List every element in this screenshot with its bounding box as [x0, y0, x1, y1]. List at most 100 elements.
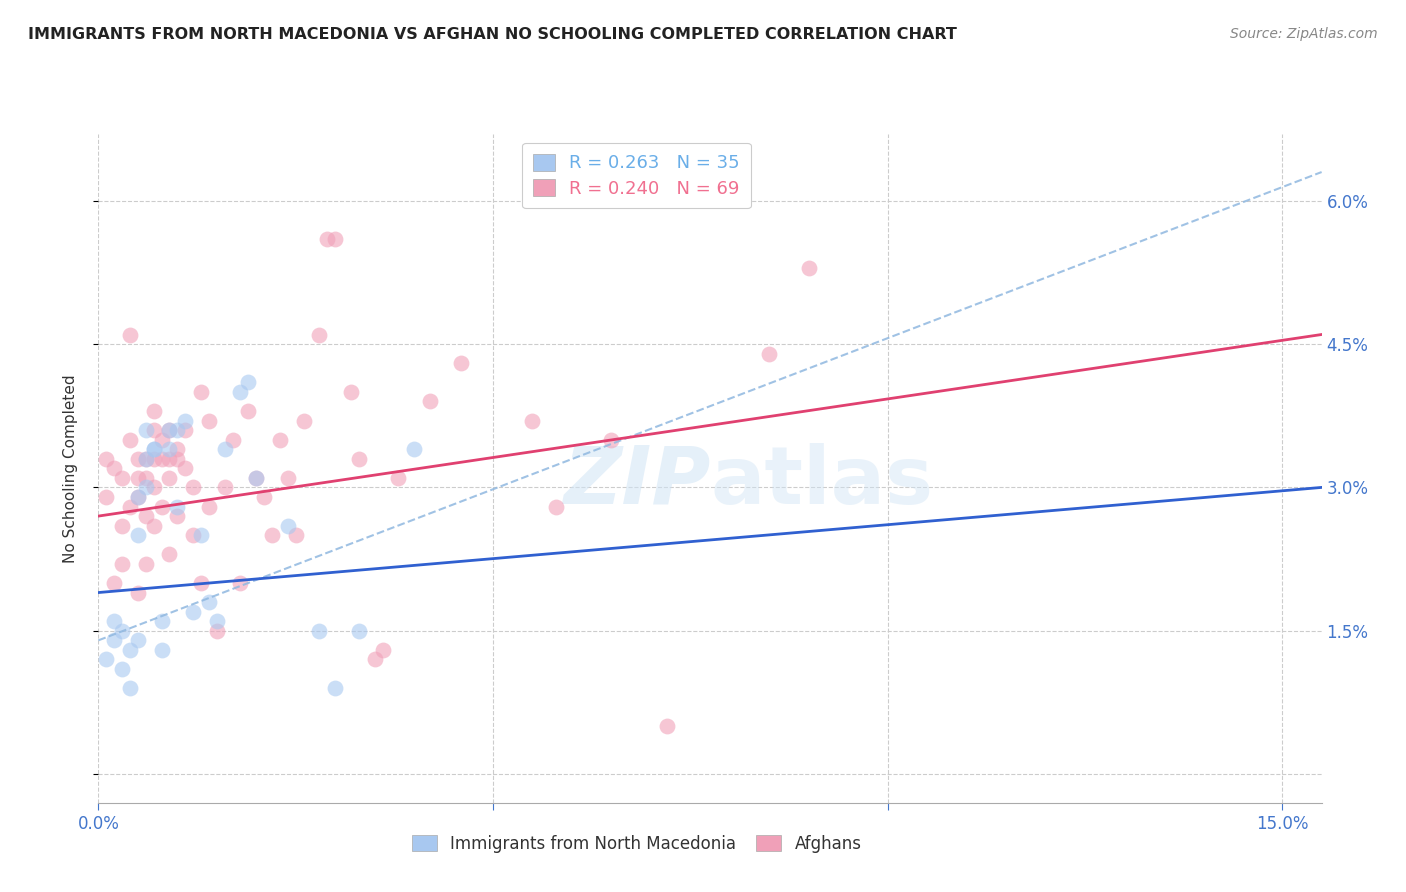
- Point: [174, 461, 197, 475]
- Point: [253, 490, 276, 504]
- Point: [323, 681, 346, 695]
- Point: [103, 576, 125, 591]
- Point: [323, 232, 346, 246]
- Point: [135, 480, 157, 494]
- Point: [363, 652, 385, 666]
- Point: [269, 433, 291, 447]
- Point: [103, 461, 125, 475]
- Point: [135, 557, 157, 571]
- Point: [198, 595, 221, 609]
- Point: [127, 585, 149, 599]
- Point: [103, 633, 125, 648]
- Point: [190, 576, 212, 591]
- Point: [111, 518, 134, 533]
- Point: [142, 480, 165, 494]
- Point: [159, 423, 181, 437]
- Point: [96, 490, 118, 504]
- Point: [387, 471, 409, 485]
- Point: [142, 442, 165, 457]
- Point: [166, 442, 188, 457]
- Point: [347, 624, 370, 638]
- Point: [118, 643, 141, 657]
- Point: [118, 500, 141, 514]
- Point: [340, 384, 363, 399]
- Point: [277, 518, 299, 533]
- Point: [159, 471, 181, 485]
- Point: [142, 451, 165, 466]
- Point: [135, 451, 157, 466]
- Point: [600, 433, 623, 447]
- Point: [419, 394, 441, 409]
- Point: [150, 451, 173, 466]
- Point: [166, 509, 188, 524]
- Point: [142, 442, 165, 457]
- Point: [260, 528, 283, 542]
- Point: [214, 442, 236, 457]
- Point: [797, 260, 820, 275]
- Point: [205, 624, 228, 638]
- Text: Source: ZipAtlas.com: Source: ZipAtlas.com: [1230, 27, 1378, 41]
- Point: [96, 652, 118, 666]
- Point: [214, 480, 236, 494]
- Point: [127, 490, 149, 504]
- Legend: Immigrants from North Macedonia, Afghans: Immigrants from North Macedonia, Afghans: [404, 827, 870, 862]
- Point: [111, 624, 134, 638]
- Point: [135, 423, 157, 437]
- Point: [277, 471, 299, 485]
- Point: [190, 384, 212, 399]
- Text: ZIP: ZIP: [562, 442, 710, 521]
- Point: [245, 471, 267, 485]
- Point: [135, 451, 157, 466]
- Point: [150, 643, 173, 657]
- Point: [96, 451, 118, 466]
- Point: [181, 480, 204, 494]
- Point: [142, 404, 165, 418]
- Point: [238, 404, 260, 418]
- Point: [111, 662, 134, 676]
- Point: [174, 423, 197, 437]
- Point: [308, 624, 330, 638]
- Point: [284, 528, 307, 542]
- Point: [245, 471, 267, 485]
- Point: [159, 442, 181, 457]
- Point: [522, 413, 544, 427]
- Point: [150, 433, 173, 447]
- Point: [159, 547, 181, 561]
- Point: [166, 423, 188, 437]
- Point: [546, 500, 568, 514]
- Point: [111, 557, 134, 571]
- Point: [135, 509, 157, 524]
- Point: [181, 528, 204, 542]
- Point: [159, 423, 181, 437]
- Point: [404, 442, 426, 457]
- Point: [308, 327, 330, 342]
- Text: atlas: atlas: [710, 442, 934, 521]
- Point: [111, 471, 134, 485]
- Point: [238, 376, 260, 390]
- Point: [198, 500, 221, 514]
- Point: [174, 413, 197, 427]
- Point: [127, 490, 149, 504]
- Point: [127, 451, 149, 466]
- Y-axis label: No Schooling Completed: No Schooling Completed: [63, 374, 77, 563]
- Point: [181, 605, 204, 619]
- Text: IMMIGRANTS FROM NORTH MACEDONIA VS AFGHAN NO SCHOOLING COMPLETED CORRELATION CHA: IMMIGRANTS FROM NORTH MACEDONIA VS AFGHA…: [28, 27, 957, 42]
- Point: [135, 471, 157, 485]
- Point: [142, 518, 165, 533]
- Point: [118, 681, 141, 695]
- Point: [292, 413, 315, 427]
- Point: [166, 451, 188, 466]
- Point: [127, 471, 149, 485]
- Point: [221, 433, 243, 447]
- Point: [127, 528, 149, 542]
- Point: [758, 346, 780, 360]
- Point: [190, 528, 212, 542]
- Point: [229, 384, 252, 399]
- Point: [118, 433, 141, 447]
- Point: [150, 614, 173, 628]
- Point: [371, 643, 394, 657]
- Point: [205, 614, 228, 628]
- Point: [655, 719, 678, 733]
- Point: [229, 576, 252, 591]
- Point: [103, 614, 125, 628]
